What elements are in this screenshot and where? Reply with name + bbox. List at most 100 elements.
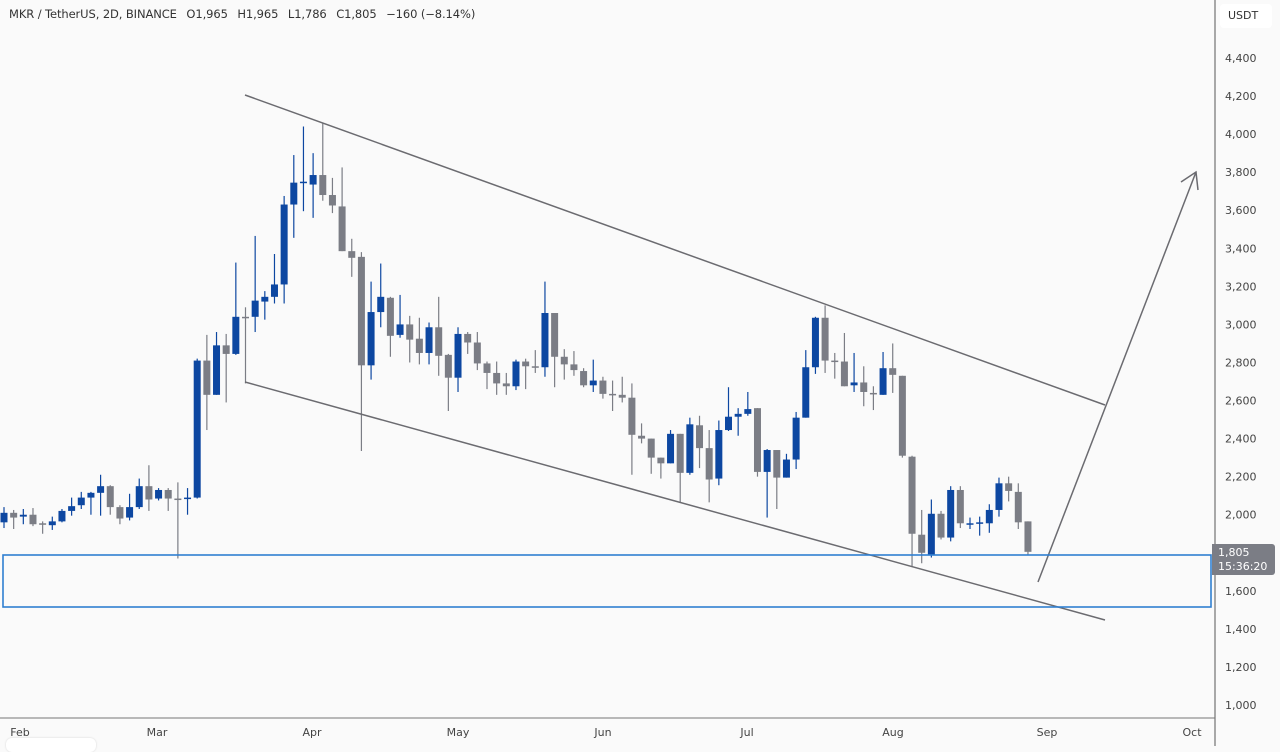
candle[interactable] bbox=[425, 322, 433, 365]
candle[interactable] bbox=[222, 333, 230, 403]
candle[interactable] bbox=[280, 195, 288, 304]
candle[interactable] bbox=[261, 291, 269, 320]
candle[interactable] bbox=[667, 430, 675, 464]
candle[interactable] bbox=[792, 411, 800, 470]
candle[interactable] bbox=[87, 491, 95, 515]
candle[interactable] bbox=[744, 391, 752, 416]
candle[interactable] bbox=[502, 372, 510, 395]
time-axis[interactable]: Feb Mar Apr May Jun Jul Aug Sep Oct bbox=[10, 726, 1202, 739]
candle[interactable] bbox=[106, 485, 114, 515]
candle[interactable] bbox=[251, 235, 259, 333]
candle[interactable] bbox=[840, 332, 848, 387]
candle[interactable] bbox=[985, 504, 993, 533]
candle[interactable] bbox=[908, 455, 916, 568]
candle[interactable] bbox=[357, 252, 365, 451]
candle[interactable] bbox=[821, 305, 829, 373]
candle[interactable] bbox=[232, 262, 240, 355]
candle[interactable] bbox=[831, 352, 839, 379]
candle[interactable] bbox=[493, 361, 501, 395]
candle[interactable] bbox=[522, 358, 530, 390]
candle[interactable] bbox=[551, 313, 559, 388]
candle[interactable] bbox=[599, 376, 607, 399]
projection-arrow[interactable] bbox=[1037, 171, 1197, 583]
support-zone[interactable] bbox=[2, 554, 1212, 608]
candle[interactable] bbox=[705, 430, 713, 503]
candle[interactable] bbox=[802, 350, 810, 418]
candle[interactable] bbox=[270, 254, 278, 304]
candle[interactable] bbox=[97, 474, 105, 516]
upper-trendline[interactable] bbox=[244, 94, 1106, 406]
candle[interactable] bbox=[676, 433, 684, 503]
candle[interactable] bbox=[609, 380, 617, 412]
candle[interactable] bbox=[39, 521, 47, 534]
candle[interactable] bbox=[309, 153, 317, 218]
candle[interactable] bbox=[995, 477, 1003, 517]
candle[interactable] bbox=[29, 508, 37, 527]
symbol-title[interactable]: MKR / TetherUS, 2D, BINANCE bbox=[9, 7, 177, 21]
candle[interactable] bbox=[473, 332, 481, 371]
candle[interactable] bbox=[927, 499, 935, 558]
candle[interactable] bbox=[531, 350, 539, 373]
candle[interactable] bbox=[966, 517, 974, 529]
candle[interactable] bbox=[10, 509, 18, 529]
candle[interactable] bbox=[850, 352, 858, 392]
candle[interactable] bbox=[570, 351, 578, 376]
candle[interactable] bbox=[580, 368, 588, 388]
candle[interactable] bbox=[348, 238, 356, 277]
candle[interactable] bbox=[1014, 483, 1022, 529]
candle[interactable] bbox=[560, 349, 568, 380]
candle[interactable] bbox=[512, 359, 520, 391]
candle[interactable] bbox=[734, 408, 742, 436]
candle[interactable] bbox=[1005, 476, 1013, 502]
candle[interactable] bbox=[976, 516, 984, 536]
candle[interactable] bbox=[956, 486, 964, 529]
candle[interactable] bbox=[242, 307, 249, 384]
candle[interactable] bbox=[386, 296, 394, 357]
candle[interactable] bbox=[396, 294, 404, 338]
price-axis[interactable]: 1,000 1,200 1,400 1,600 2,000 2,200 2,400 2,600… bbox=[1225, 52, 1257, 712]
candle[interactable] bbox=[686, 417, 694, 475]
candle[interactable] bbox=[299, 126, 307, 212]
candle[interactable] bbox=[869, 386, 877, 411]
candle[interactable] bbox=[290, 155, 298, 238]
candle[interactable] bbox=[947, 486, 955, 542]
candle[interactable] bbox=[753, 408, 761, 477]
candle[interactable] bbox=[174, 482, 182, 559]
candle[interactable] bbox=[638, 423, 646, 444]
candle[interactable] bbox=[618, 376, 626, 403]
candle[interactable] bbox=[338, 167, 346, 252]
candle[interactable] bbox=[145, 465, 153, 511]
candle[interactable] bbox=[377, 263, 385, 328]
bottom-toolbar[interactable] bbox=[6, 738, 96, 752]
candle[interactable] bbox=[773, 450, 781, 510]
candle[interactable] bbox=[0, 507, 8, 529]
candle[interactable] bbox=[541, 281, 549, 377]
candle[interactable] bbox=[203, 334, 211, 431]
candle[interactable] bbox=[435, 296, 443, 376]
candle[interactable] bbox=[319, 122, 327, 201]
candle[interactable] bbox=[898, 375, 906, 458]
candle[interactable] bbox=[696, 415, 704, 469]
candle[interactable] bbox=[126, 493, 134, 521]
candle[interactable] bbox=[889, 343, 897, 393]
candle[interactable] bbox=[860, 366, 868, 407]
candle[interactable] bbox=[589, 359, 597, 392]
candle[interactable] bbox=[464, 332, 472, 354]
candle[interactable] bbox=[116, 505, 124, 525]
candle[interactable] bbox=[647, 438, 655, 474]
candle[interactable] bbox=[193, 358, 201, 499]
candle[interactable] bbox=[155, 488, 163, 501]
candle[interactable] bbox=[164, 488, 172, 511]
candle[interactable] bbox=[879, 352, 887, 395]
candle[interactable] bbox=[367, 281, 375, 380]
candle[interactable] bbox=[811, 316, 819, 374]
candle[interactable] bbox=[725, 387, 732, 431]
candle[interactable] bbox=[657, 457, 665, 479]
candle[interactable] bbox=[1024, 521, 1032, 556]
candle[interactable] bbox=[328, 177, 336, 214]
candle[interactable] bbox=[782, 453, 790, 478]
candle[interactable] bbox=[444, 353, 452, 412]
candle[interactable] bbox=[58, 509, 66, 523]
candle[interactable] bbox=[483, 361, 491, 390]
candle[interactable] bbox=[763, 449, 771, 518]
